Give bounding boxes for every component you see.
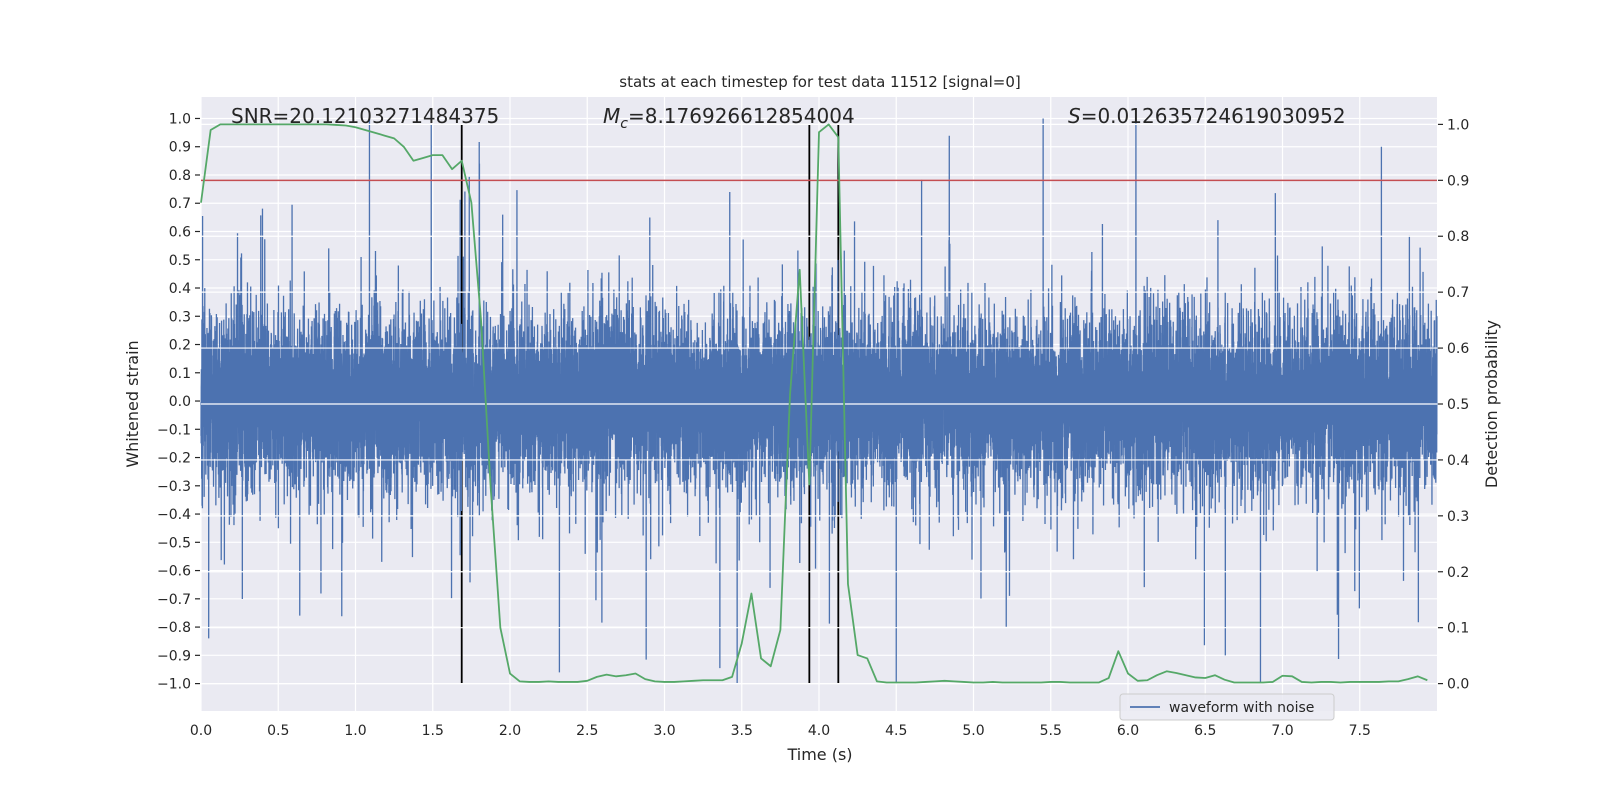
y-left-tick-label: 0.9 [169, 140, 191, 156]
legend: waveform with noise [1119, 693, 1335, 721]
y-left-tick-label: −1.0 [157, 677, 191, 693]
y-left-tick-label: 0.0 [169, 394, 191, 410]
x-tick-label: 7.5 [1349, 723, 1371, 739]
mc-value: =8.176926612854004 [628, 104, 855, 128]
y-left-tick-label: −0.5 [157, 535, 191, 551]
x-axis-label: Time (s) [786, 745, 852, 764]
y-right-tick-label: 0.2 [1447, 565, 1469, 581]
waveform-series [200, 118, 1438, 684]
x-tick-label: 6.5 [1194, 723, 1216, 739]
mc-symbol: M [603, 104, 620, 128]
chart-title: stats at each timestep for test data 115… [619, 73, 1020, 91]
y-left-tick-label: −0.4 [157, 507, 191, 523]
y-right-tick-label: 0.6 [1447, 341, 1469, 357]
probability-line [200, 123, 1428, 684]
waveform-line [200, 118, 1438, 684]
y-right-tick-label: 0.7 [1447, 285, 1469, 301]
mc-subscript: c [620, 116, 628, 132]
y-left-tick-label: −0.2 [157, 451, 191, 467]
x-tick-label: 3.0 [653, 723, 675, 739]
y-right-tick-label: 0.8 [1447, 229, 1469, 245]
probability-series [200, 123, 1428, 684]
y-left-tick-label: 0.6 [169, 224, 191, 240]
y-left-tick-label: 0.5 [169, 253, 191, 269]
x-tick-label: 1.5 [422, 723, 444, 739]
y-right-tick-label: 0.0 [1447, 677, 1469, 693]
y-left-tick-label: −0.3 [157, 479, 191, 495]
x-tick-label: 5.5 [1040, 723, 1062, 739]
y-left-tick-label: −0.7 [157, 592, 191, 608]
x-tick-label: 5.0 [962, 723, 984, 739]
y-right-tick-label: 0.3 [1447, 509, 1469, 525]
y-right-tick-label: 0.1 [1447, 621, 1469, 637]
y-left-tick-label: 0.3 [169, 309, 191, 325]
x-tick-label: 6.0 [1117, 723, 1139, 739]
y-right-tick-label: 0.9 [1447, 173, 1469, 189]
y-right-tick-label: 1.0 [1447, 117, 1469, 133]
x-tick-label: 0.5 [267, 723, 289, 739]
mc-annotation: Mc=8.176926612854004 [603, 104, 855, 132]
axis-ticks: 0.0 0.5 1.0 1.5 2.0 2.5 3.0 3.5 4.0 4.5 5.0 5.5 6.0 6… [157, 111, 1469, 739]
y-left-tick-label: 0.2 [169, 338, 191, 354]
y-left-tick-label: 1.0 [169, 111, 191, 127]
y-left-tick-label: 0.4 [169, 281, 191, 297]
y-left-tick-label: −0.8 [157, 620, 191, 636]
y-left-tick-label: −0.1 [157, 422, 191, 438]
s-symbol: S [1068, 104, 1081, 128]
legend-label-waveform: waveform with noise [1169, 700, 1314, 716]
x-tick-label: 0.0 [190, 723, 212, 739]
snr-annotation: SNR=20.12103271484375 [231, 104, 499, 128]
y-left-tick-label: −0.9 [157, 648, 191, 664]
s-annotation: S=0.012635724619030952 [1068, 104, 1346, 128]
x-tick-label: 4.0 [808, 723, 830, 739]
x-tick-label: 1.0 [344, 723, 366, 739]
s-value: =0.012635724619030952 [1081, 104, 1346, 128]
y-left-tick-label: 0.1 [169, 366, 191, 382]
y-left-tick-label: 0.7 [169, 196, 191, 212]
legend-box [1119, 693, 1335, 721]
x-tick-label: 2.5 [576, 723, 598, 739]
y-axis-right-label: Detection probability [1482, 320, 1501, 488]
y-left-tick-label: −0.6 [157, 564, 191, 580]
x-tick-label: 2.0 [499, 723, 521, 739]
y-left-tick-label: 0.8 [169, 168, 191, 184]
y-right-tick-label: 0.5 [1447, 397, 1469, 413]
x-tick-label: 3.5 [731, 723, 753, 739]
x-tick-label: 4.5 [885, 723, 907, 739]
x-tick-label: 7.0 [1271, 723, 1293, 739]
y-right-tick-label: 0.4 [1447, 453, 1469, 469]
y-axis-left-label: Whitened strain [123, 340, 142, 467]
